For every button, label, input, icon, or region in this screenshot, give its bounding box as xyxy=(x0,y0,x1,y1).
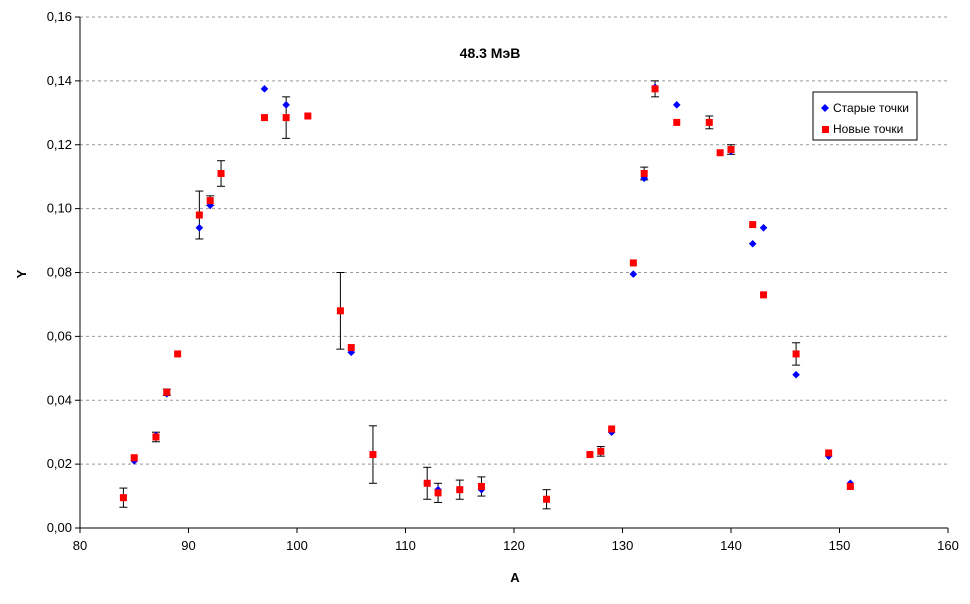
data-point-new xyxy=(336,307,344,315)
x-tick-label: 150 xyxy=(829,538,851,553)
legend: Старые точки Новые точки xyxy=(812,91,918,141)
data-point-old xyxy=(748,239,757,248)
x-tick-label: 120 xyxy=(503,538,525,553)
data-point-new xyxy=(206,197,214,205)
x-tick-label: 110 xyxy=(395,538,416,553)
data-point-new xyxy=(174,350,182,358)
data-point-new xyxy=(792,350,800,358)
series-old-points xyxy=(130,83,855,494)
data-point-new xyxy=(130,454,138,462)
data-point-new xyxy=(282,114,290,122)
axes xyxy=(75,16,949,533)
x-tick-label: 80 xyxy=(73,538,87,553)
data-point-new xyxy=(163,388,171,396)
x-tick-label: 90 xyxy=(181,538,195,553)
y-axis-label: Y xyxy=(14,269,29,278)
x-tick-labels: 80 90 100 110 120 130 140 150 160 xyxy=(73,538,959,553)
y-tick-label: 0,08 xyxy=(47,265,72,280)
data-point-new xyxy=(608,425,616,433)
data-point-new xyxy=(423,479,431,487)
legend-label-new: Новые точки xyxy=(833,122,903,136)
y-tick-label: 0,02 xyxy=(47,456,72,471)
x-tick-label: 140 xyxy=(720,538,742,553)
data-point-new xyxy=(586,451,594,459)
y-tick-label: 0,14 xyxy=(47,73,72,88)
y-tick-label: 0,12 xyxy=(47,137,72,152)
chart-title: 48.3 МэВ xyxy=(460,45,521,61)
data-point-new xyxy=(217,169,225,177)
data-point-new xyxy=(716,149,724,157)
data-point-new xyxy=(749,221,757,229)
data-point-new xyxy=(304,112,312,120)
data-point-new xyxy=(760,291,768,299)
data-point-old xyxy=(206,201,214,210)
data-point-new xyxy=(195,211,203,219)
data-point-old xyxy=(260,85,269,93)
data-point-old xyxy=(195,223,204,232)
y-tick-label: 0,04 xyxy=(47,392,72,407)
x-tick-label: 160 xyxy=(937,538,959,553)
y-tick-labels: 0,00 0,02 0,04 0,06 0,08 0,10 0,12 0,14 0,16 xyxy=(47,9,72,535)
data-point-new xyxy=(727,146,735,154)
x-axis-label: A xyxy=(510,570,520,585)
data-point-new xyxy=(597,447,605,455)
legend-label-old: Старые точки xyxy=(833,101,909,115)
data-point-new xyxy=(640,169,648,177)
series-new-points xyxy=(119,85,854,503)
data-point-new xyxy=(825,449,833,457)
x-tick-label: 100 xyxy=(286,538,308,553)
data-point-new xyxy=(119,494,127,502)
data-point-new xyxy=(705,118,713,126)
data-point-new xyxy=(543,495,551,503)
legend-box xyxy=(812,91,918,141)
data-point-new xyxy=(260,114,268,122)
y-tick-label: 0,00 xyxy=(47,520,72,535)
data-point-old xyxy=(759,223,768,232)
data-point-old xyxy=(629,270,638,278)
data-point-new xyxy=(347,344,355,352)
data-point-old xyxy=(672,101,681,109)
grid-lines xyxy=(80,16,948,465)
data-point-old xyxy=(792,370,800,379)
data-point-new xyxy=(456,486,464,494)
legend-marker-old xyxy=(821,104,829,112)
x-tick-label: 130 xyxy=(612,538,634,553)
legend-marker-new xyxy=(822,126,829,133)
data-point-new xyxy=(651,85,659,93)
data-point-new xyxy=(629,259,637,267)
y-tick-label: 0,10 xyxy=(47,201,72,216)
data-point-old xyxy=(282,101,290,109)
data-point-new xyxy=(673,118,681,126)
y-tick-label: 0,06 xyxy=(47,328,72,343)
data-point-new xyxy=(369,451,377,459)
y-tick-label: 0,16 xyxy=(47,9,72,24)
data-point-new xyxy=(846,482,854,490)
data-point-new xyxy=(477,482,485,490)
data-point-new xyxy=(434,489,442,497)
data-point-new xyxy=(152,433,160,441)
